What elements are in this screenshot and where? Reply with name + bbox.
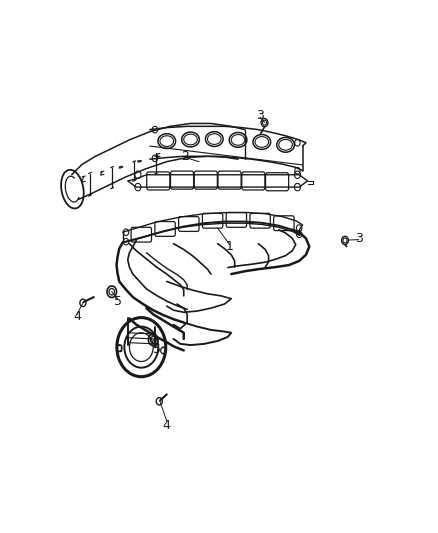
Text: 2: 2 (181, 150, 189, 163)
Text: 4: 4 (163, 418, 171, 432)
Text: 3: 3 (355, 232, 363, 245)
Text: 5: 5 (113, 295, 122, 309)
Text: 4: 4 (73, 310, 81, 323)
Text: 1: 1 (226, 240, 233, 253)
Text: 3: 3 (256, 109, 264, 122)
Text: 5: 5 (152, 343, 161, 356)
